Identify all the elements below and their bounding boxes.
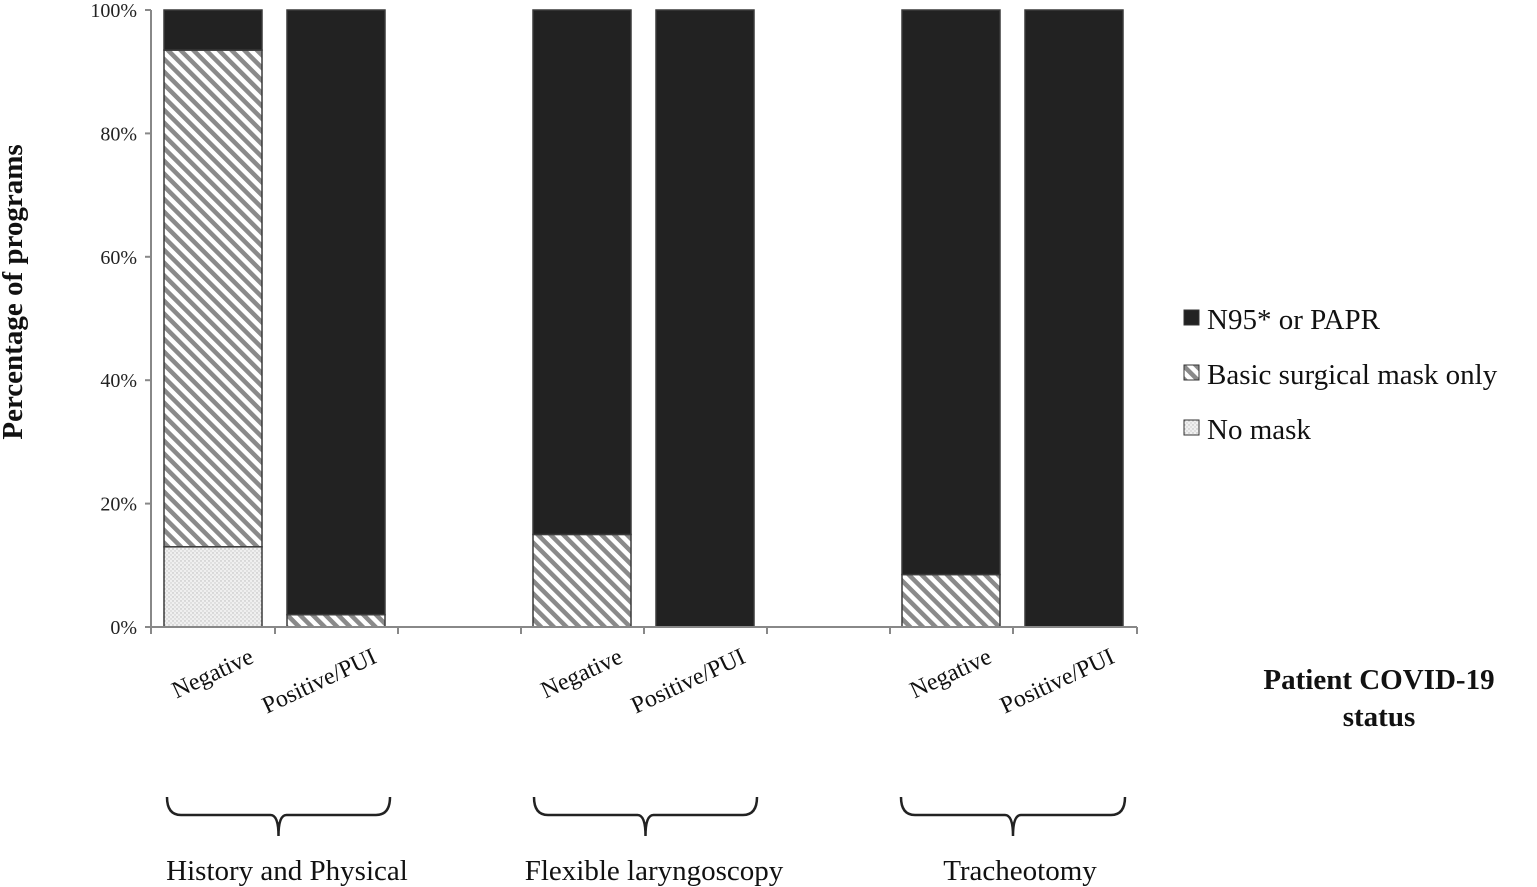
- bar-n95-or-papr-3: [532, 9, 632, 536]
- group-label-tracheotomy: Tracheotomy: [943, 855, 1097, 887]
- bar-basic-surgical-mask-only-1: [163, 49, 263, 548]
- group-label-history-and-physical: History and Physical: [166, 855, 408, 887]
- legend-label-no-mask: No mask: [1207, 414, 1311, 446]
- legend-label-n95-or-papr: N95* or PAPR: [1207, 304, 1381, 336]
- x-tick-label-negative: Negative: [906, 644, 995, 704]
- y-tick-label: 80%: [100, 123, 137, 145]
- y-tick-label: 0%: [110, 617, 137, 639]
- y-axis: 0% 20% 40% 60% 80% 100%: [90, 0, 1138, 639]
- legend-swatch-no-mask: [1183, 419, 1200, 436]
- group-labels: History and Physical Flexible laryngoscop…: [166, 855, 1097, 887]
- group-label-flexible-laryngoscopy: Flexible laryngoscopy: [525, 855, 784, 887]
- bar-basic-surgical-mask-only-5: [901, 573, 1001, 628]
- x-tick-label-positive-pui: Positive/PUI: [627, 644, 749, 719]
- bar-n95-or-papr-2: [286, 9, 386, 616]
- bar-n95-or-papr-1: [163, 9, 263, 51]
- bar-n95-or-papr-5: [901, 9, 1001, 576]
- x-tick-label-positive-pui: Positive/PUI: [258, 644, 380, 719]
- legend-swatch-n95-or-papr: [1183, 309, 1200, 326]
- legend-swatch-basic-surgical-mask-only: [1183, 364, 1200, 381]
- y-tick-label: 100%: [90, 0, 137, 22]
- group-bracket-flexible-laryngoscopy: [532, 796, 759, 837]
- y-tick-label: 20%: [100, 494, 137, 516]
- group-brackets: [165, 796, 1127, 837]
- x-axis-title-line-2: status: [1343, 701, 1416, 733]
- x-tick-label-negative: Negative: [537, 644, 626, 704]
- bar-basic-surgical-mask-only-2: [286, 613, 386, 628]
- x-axis-title-line-1: Patient COVID-19: [1263, 664, 1494, 696]
- group-bracket-history-and-physical: [165, 796, 392, 837]
- x-tick-labels: Negative Positive/PUI Negative Positive/PUI…: [168, 644, 1119, 719]
- group-bracket-tracheotomy: [899, 796, 1127, 837]
- x-tick-label-positive-pui: Positive/PUI: [996, 644, 1118, 719]
- bar-n95-or-papr-6: [1024, 9, 1124, 628]
- legend: N95* or PAPR Basic surgical mask only No m…: [1183, 304, 1498, 446]
- bar-n95-or-papr-4: [655, 9, 755, 628]
- bar-basic-surgical-mask-only-3: [532, 533, 632, 628]
- y-tick-label: 60%: [100, 247, 137, 269]
- legend-label-basic-surgical-mask-only: Basic surgical mask only: [1207, 359, 1498, 391]
- y-axis-title: Percentage of programs: [0, 144, 29, 439]
- bars-layer: [163, 9, 1124, 628]
- x-tick-label-negative: Negative: [168, 644, 257, 704]
- bar-no-mask-1: [163, 546, 263, 628]
- y-tick-label: 40%: [100, 370, 137, 392]
- x-axis-title: Patient COVID-19 status: [1263, 664, 1494, 733]
